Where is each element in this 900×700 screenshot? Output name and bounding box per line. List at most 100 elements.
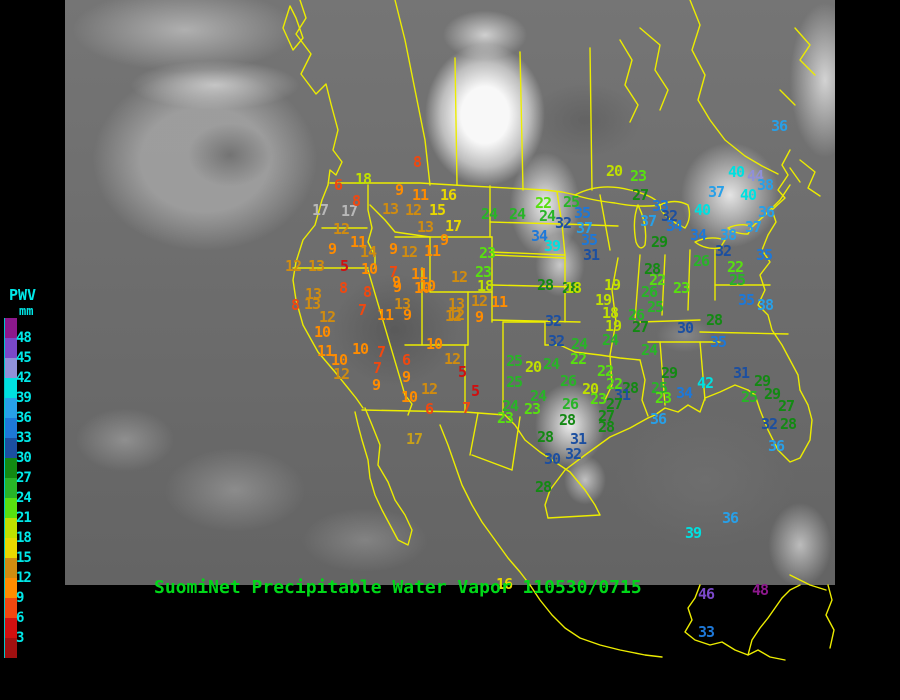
station-pwv-value: 24 — [529, 386, 547, 405]
station-pwv-value: 12 — [443, 349, 461, 368]
legend-swatch — [4, 598, 17, 618]
station-pwv-value: 39 — [543, 236, 561, 255]
station-pwv-value: 25 — [562, 192, 580, 211]
station-pwv-value: 24 — [640, 340, 658, 359]
station-pwv-value: 38 — [756, 295, 774, 314]
station-pwv-value: 29 — [650, 232, 668, 251]
station-pwv-value: 28 — [561, 278, 579, 297]
station-pwv-value: 38 — [756, 175, 774, 194]
legend-swatch — [4, 418, 17, 438]
station-pwv-value: 6 — [401, 350, 411, 369]
station-pwv-value: 9 — [439, 230, 449, 249]
legend-swatch — [4, 398, 17, 418]
legend-unit: mm — [19, 304, 34, 318]
station-pwv-value: 32 — [547, 331, 565, 350]
station-pwv-value: 10 — [418, 276, 436, 295]
legend-swatch — [4, 318, 17, 338]
station-pwv-value: 12 — [400, 242, 418, 261]
legend-swatch — [4, 458, 17, 478]
legend-tick-label: 30 — [16, 450, 32, 466]
station-pwv-value: 27 — [605, 394, 623, 413]
station-pwv-value: 11 — [376, 305, 394, 324]
station-pwv-value: 32 — [564, 444, 582, 463]
station-pwv-value: 10 — [351, 339, 369, 358]
station-pwv-value: 25 — [650, 378, 668, 397]
station-pwv-value: 23 — [672, 278, 690, 297]
station-pwv-value: 23 — [478, 243, 496, 262]
station-pwv-value: 13 — [303, 294, 321, 313]
station-pwv-value: 10 — [360, 259, 378, 278]
legend-tick-label: 36 — [16, 410, 32, 426]
station-pwv-value: 24 — [601, 330, 619, 349]
station-pwv-value: 8 — [412, 152, 422, 171]
station-pwv-value: 22 — [569, 349, 587, 368]
station-pwv-value: 34 — [665, 216, 683, 235]
station-pwv-value: 12 — [450, 267, 468, 286]
station-pwv-value: 29 — [753, 371, 771, 390]
station-pwv-value: 31 — [732, 363, 750, 382]
station-pwv-value: 11 — [490, 292, 508, 311]
station-pwv-value: 36 — [767, 436, 785, 455]
station-pwv-value: 8 — [290, 295, 300, 314]
legend-tick-label: 15 — [16, 550, 32, 566]
station-pwv-value: 28 — [779, 414, 797, 433]
station-pwv-value: 13 — [304, 284, 322, 303]
station-pwv-value: 28 — [621, 378, 639, 397]
station-pwv-value: 11 — [349, 232, 367, 251]
station-pwv-value: 12 — [420, 379, 438, 398]
station-pwv-value: 11 — [316, 341, 334, 360]
station-pwv-value: 16 — [495, 574, 513, 593]
station-pwv-value: 8 — [351, 191, 361, 210]
station-pwv-value: 25 — [505, 351, 523, 370]
station-pwv-value: 9 — [474, 307, 484, 326]
station-pwv-value: 7 — [376, 342, 386, 361]
station-pwv-value: 12 — [284, 256, 302, 275]
station-pwv-value: 36 — [770, 116, 788, 135]
station-pwv-value: 18 — [564, 278, 582, 297]
station-pwv-value: 34 — [675, 383, 693, 402]
station-pwv-value: 5 — [339, 256, 349, 275]
legend-swatch — [4, 618, 17, 638]
station-pwv-value: 37 — [744, 217, 762, 236]
station-pwv-value: 8 — [338, 278, 348, 297]
station-pwv-value: 40 — [739, 185, 757, 204]
legend-tick-label: 6 — [16, 610, 25, 626]
station-pwv-value: 23 — [589, 389, 607, 408]
station-pwv-value: 31 — [613, 385, 631, 404]
station-pwv-value: 35 — [580, 230, 598, 249]
station-pwv-value: 29 — [660, 363, 678, 382]
station-pwv-value: 40 — [693, 200, 711, 219]
station-pwv-value: 29 — [763, 384, 781, 403]
station-pwv-value: 36 — [649, 409, 667, 428]
station-pwv-value: 9 — [391, 272, 401, 291]
station-pwv-value: 7 — [357, 300, 367, 319]
station-pwv-value: 31 — [569, 429, 587, 448]
product-title: SuomiNet Precipitable Water Vapor 110530… — [154, 577, 642, 598]
station-pwv-value: 42 — [696, 373, 714, 392]
legend-tick-label: 27 — [16, 470, 32, 486]
station-pwv-value: 32 — [660, 206, 678, 225]
station-pwv-value: 10 — [413, 278, 431, 297]
legend-swatch — [4, 438, 17, 458]
station-pwv-value: 32 — [544, 311, 562, 330]
station-pwv-value: 37 — [575, 218, 593, 237]
station-pwv-value: 24 — [480, 204, 498, 223]
station-pwv-value: 7 — [372, 358, 382, 377]
station-pwv-value: 28 — [536, 275, 554, 294]
station-pwv-value: 23 — [496, 408, 514, 427]
legend-tick-label: 48 — [16, 330, 32, 346]
geo-borders — [282, 0, 835, 661]
station-pwv-value: 48 — [751, 580, 769, 599]
station-pwv-value: 34 — [689, 225, 707, 244]
station-pwv-value: 9 — [371, 375, 381, 394]
station-pwv-value: 44 — [746, 166, 764, 185]
station-pwv-value: 18 — [354, 169, 372, 188]
station-pwv-value: 35 — [737, 290, 755, 309]
legend-tick-label: 9 — [16, 590, 25, 606]
station-pwv-value: 24 — [508, 204, 526, 223]
station-pwv-value: 24 — [538, 206, 556, 225]
station-pwv-value: 10 — [425, 334, 443, 353]
station-pwv-value: 13 — [307, 256, 325, 275]
station-pwv-value: 6 — [333, 175, 343, 194]
station-pwv-value: 26 — [640, 282, 658, 301]
